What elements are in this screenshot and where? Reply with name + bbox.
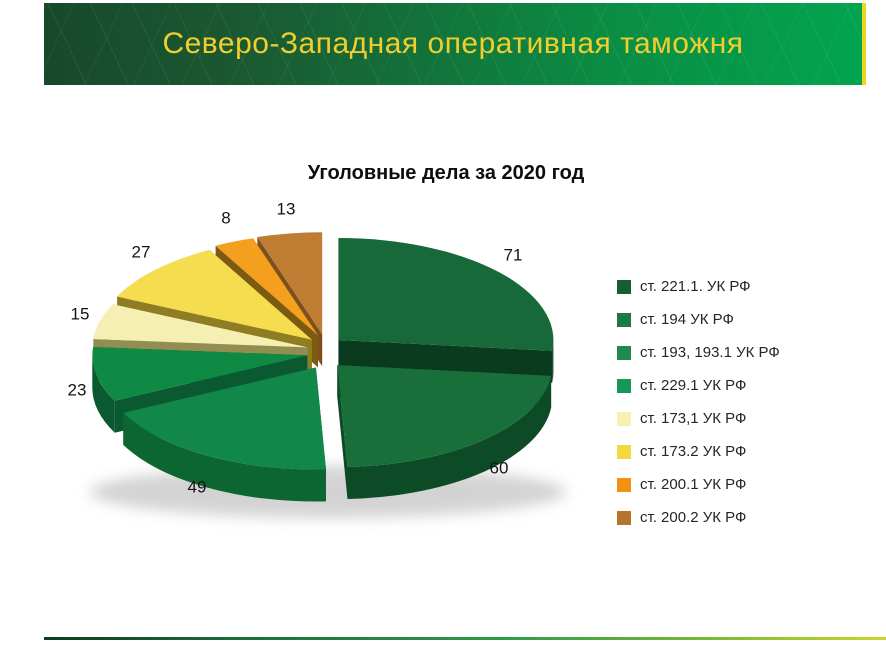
- slice-top-face: [123, 367, 326, 470]
- slice-rim-wall: [347, 375, 552, 499]
- header-banner: Северо-Западная оперативная таможня: [44, 3, 866, 85]
- legend-label: ст. 173.2 УК РФ: [640, 443, 747, 460]
- slice-value-label: 13: [277, 199, 296, 218]
- legend-label: ст. 221.1. УК РФ: [640, 278, 751, 295]
- legend-swatch: [617, 345, 631, 360]
- legend-label: ст. 229.1 УК РФ: [640, 377, 747, 394]
- slice-rim-wall: [123, 412, 326, 502]
- legend-swatch: [617, 510, 631, 525]
- slice-value-label: 15: [71, 304, 90, 323]
- slice-top-face: [93, 304, 308, 348]
- slice-value-label: 60: [490, 458, 509, 477]
- legend-label: ст. 193, 193.1 УК РФ: [640, 344, 780, 361]
- slice-value-label: 23: [68, 380, 87, 399]
- slice-value-label: 27: [132, 242, 151, 261]
- slice-top-face: [92, 347, 308, 401]
- slice-side-wall: [337, 365, 348, 499]
- slice-top-face: [257, 232, 323, 335]
- chart-title: Уголовные дела за 2020 год: [307, 162, 585, 184]
- legend-item: ст. 200.2 УК РФ: [617, 501, 780, 534]
- legend-swatch: [617, 312, 631, 327]
- legend-item: ст. 229.1 УК РФ: [617, 369, 780, 402]
- legend-swatch: [617, 477, 631, 492]
- legend-item: ст. 194 УК РФ: [617, 303, 780, 336]
- legend-item: ст. 193, 193.1 УК РФ: [617, 336, 780, 369]
- legend-item: ст. 200.1 УК РФ: [617, 468, 780, 501]
- legend-item: ст. 173.2 УК РФ: [617, 435, 780, 468]
- legend-swatch: [617, 411, 631, 426]
- slice-rim-wall: [552, 340, 554, 383]
- legend-label: ст. 194 УК РФ: [640, 311, 734, 328]
- legend-swatch: [617, 444, 631, 459]
- slice-top-face: [215, 238, 318, 336]
- legend-item: ст. 221.1. УК РФ: [617, 270, 780, 303]
- legend-swatch: [617, 279, 631, 294]
- slice-top-face: [337, 365, 552, 467]
- legend-label: ст. 200.2 УК РФ: [640, 509, 747, 526]
- slice-top-face: [338, 238, 554, 351]
- slice-value-label: 8: [221, 208, 230, 227]
- pie-slice: [337, 365, 552, 499]
- legend-swatch: [617, 378, 631, 393]
- slice-value-label: 71: [504, 245, 523, 264]
- legend-label: ст. 173,1 УК РФ: [640, 410, 747, 427]
- slide-title: Северо-Западная оперативная таможня: [162, 27, 744, 60]
- slice-value-label: 49: [188, 477, 207, 496]
- footer-divider: [44, 637, 886, 640]
- legend-item: ст. 173,1 УК РФ: [617, 402, 780, 435]
- pie-slice: [338, 238, 554, 383]
- legend-label: ст. 200.1 УК РФ: [640, 476, 747, 493]
- slice-top-face: [117, 249, 312, 340]
- slice-rim-wall: [92, 355, 115, 433]
- legend: ст. 221.1. УК РФ ст. 194 УК РФ ст. 193, 19…: [617, 270, 780, 534]
- pie-slice: [123, 367, 326, 502]
